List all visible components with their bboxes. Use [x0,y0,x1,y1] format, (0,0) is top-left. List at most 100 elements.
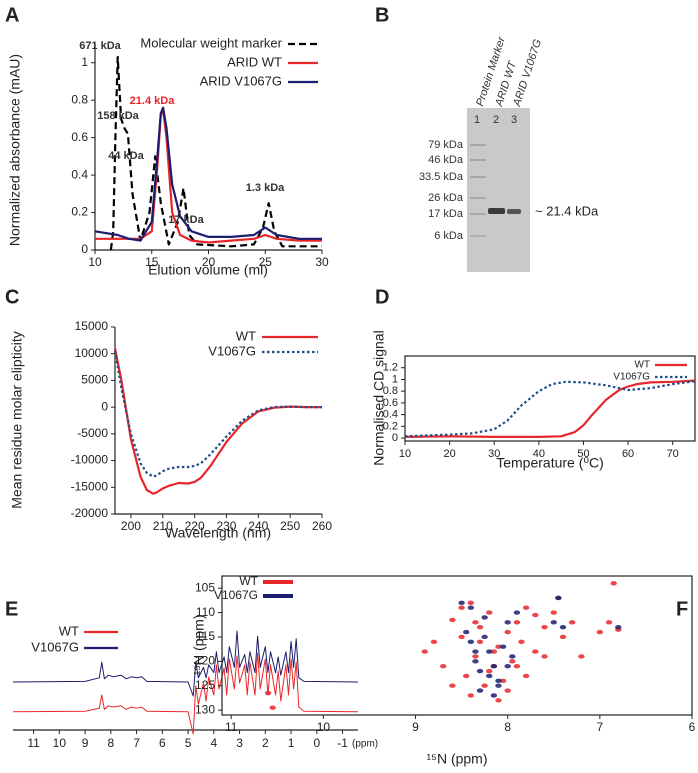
nmr-peak [476,639,484,645]
panel-label: A [5,4,19,26]
nmr-peak [476,668,484,674]
y-tick-label: 130 [195,702,215,716]
panel-label: F [676,598,688,620]
x-tick-label: 4 [210,736,217,750]
nmr-peak [269,705,276,710]
x-tick-label: 2 [262,736,269,750]
legend-label: ARID WT [227,54,282,69]
chart-panel: D 10 20 30 40 50 60 70 00.20.40.60.811.2 Temperat… [371,286,696,471]
nmr-peak [476,688,484,693]
x-tick-label: 6 [689,720,696,734]
x-axis-label: Temperature (⁰C) [496,455,604,471]
x-tick-label: 200 [121,519,141,533]
peak-annotation: 158 kDa [97,110,139,122]
y-tick-label: 1 [81,55,88,69]
nmr-peak [509,654,516,659]
gel-panel: B 1 2 3 Protein Marker ARID WT ARID V106… [375,4,599,272]
legend-label: WT [236,328,256,343]
x-tick-label: 8 [504,720,511,734]
nmr-peak [615,625,622,630]
x-tick-label: 3 [236,736,243,750]
legend-label: V1067G [208,343,256,358]
nmr-peak [495,698,502,703]
curve [95,108,322,244]
legend-label: WT [59,623,79,638]
x-tick-label: 7 [133,736,140,750]
nmr-peak [472,659,479,664]
x-tick-label: 20 [202,255,216,269]
nmr-peak [559,634,567,640]
y-tick-label: 0.4 [383,409,398,421]
y-tick-label: 0.8 [71,92,88,106]
gel-image [467,108,530,272]
nmr-peak [610,581,617,586]
nmr-peak [495,683,502,688]
x-tick-label: 30 [488,448,500,460]
nmr-peak [472,654,479,659]
y-tick-label: -20000 [71,506,109,520]
y-tick-label: 0.6 [71,130,88,144]
y-axis-label: Normalized absorbance (mAU) [7,54,23,246]
x-tick-label: 250 [280,519,300,533]
peak-annotation: 17 kDa [168,214,204,226]
x-tick-label: 10 [88,255,102,269]
x-tick-label: 10 [317,720,331,734]
x-tick-label: 7 [596,720,603,734]
nmr-peak [504,664,511,669]
nmr-peak [504,629,511,635]
legend-label: V1067G [214,588,258,602]
nmr-peak [513,620,521,625]
nmr-peak [486,610,493,615]
nmr-peak [481,634,488,640]
y-tick-label: 125 [195,678,215,692]
spectrum-trace [12,652,359,735]
x-tick-label: 8 [107,736,114,750]
band [470,159,486,161]
x-axis-label: (ppm) [352,739,378,750]
y-axis-label: ¹⁵N (ppm) [191,614,207,675]
y-tick-label: 115 [196,629,215,643]
y-tick-label: 0.2 [71,205,88,219]
peak-annotation: 1.3 kDa [246,182,285,194]
plot-frame [221,575,693,716]
nmr-peak [467,605,475,610]
nmr-peak [472,649,479,654]
panel-label: E [5,598,18,620]
panel-label: D [375,286,389,308]
mw-label: 46 kDa [428,154,464,166]
spectrum-trace [12,630,359,697]
legend-label: WT [634,360,650,371]
y-tick-label: 1 [392,373,398,385]
band [488,208,505,214]
nmr-peak [522,673,530,679]
legend-label: V1067G [31,639,79,654]
x-tick-label: 9 [82,736,89,750]
x-tick-label: 0 [313,736,320,750]
x-tick-label: 25 [259,255,273,269]
x-tick-label: 40 [533,448,545,460]
nmr-peak [467,600,475,606]
nmr-peak [550,620,557,625]
mw-label: 26 kDa [428,192,464,204]
x-tick-label: 11 [225,720,238,734]
x-tick-label: 10 [399,448,411,460]
curve [113,348,322,495]
plot-frame [404,355,696,442]
chart-panel: C 200 210 220 230 240 250 260 -20000 -15000 -10000… [5,286,332,540]
y-tick-label: 105 [195,580,215,594]
nmr-peak [605,620,613,625]
nmr-peak [513,610,521,615]
nmr-peak [490,664,498,669]
nmr-peak [490,649,498,654]
nmr-peak [596,629,604,635]
curve [113,350,322,478]
nmr-peak [472,620,479,625]
nmr-peak [504,620,511,625]
nmr-peak [495,678,502,684]
nmr-peak [481,615,488,620]
y-tick-label: 0 [81,242,88,256]
nmr-peak [513,664,521,669]
peak-annotation: 21.4 kDa [130,95,176,107]
